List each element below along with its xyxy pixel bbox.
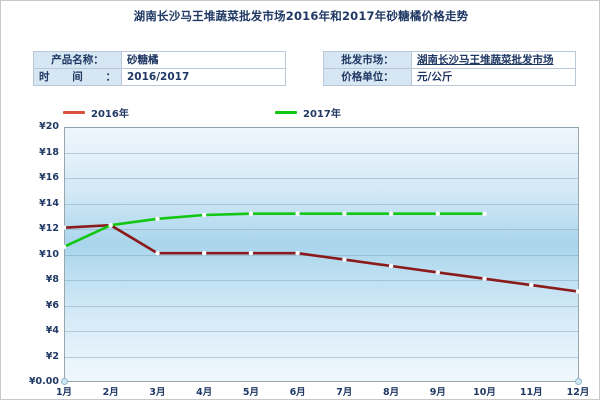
product-name-label: 产品名称： — [33, 51, 122, 69]
gridline — [64, 178, 579, 179]
gridline — [64, 357, 579, 358]
data-point-marker[interactable] — [61, 225, 67, 230]
x-axis-tick-label: 3月 — [149, 387, 166, 398]
x-axis: 1月 2月 3月 4月 5月 6月 7月 8月 9月 10月 11月 12月 — [56, 384, 589, 398]
plot-background — [64, 127, 579, 382]
time-range-label-text: 时间： — [39, 70, 116, 83]
price-unit-label: 价格单位： — [323, 68, 412, 86]
x-axis-tick-label: 2月 — [102, 387, 119, 398]
data-point-marker[interactable] — [482, 211, 487, 216]
y-axis-tick-label: ¥6 — [45, 299, 59, 311]
table-row: 时间： 2016/2017 — [33, 68, 286, 86]
x-axis-tick-label: 7月 — [336, 387, 353, 398]
data-point-marker[interactable] — [248, 251, 254, 256]
data-point-marker[interactable] — [388, 263, 394, 269]
x-axis-tick-label: 5月 — [242, 387, 259, 398]
data-point-marker[interactable] — [342, 211, 347, 216]
gridline — [64, 204, 579, 205]
legend-label-2017: 2017年 — [303, 109, 341, 120]
data-point-marker[interactable] — [295, 211, 300, 216]
series-line-2016年 — [62, 223, 580, 293]
chart-legend: 2016年 2017年 — [49, 105, 379, 121]
table-row: 批发市场： 湖南长沙马王堆蔬菜批发市场 — [323, 51, 576, 69]
y-axis-tick-label: ¥12 — [39, 223, 59, 234]
legend-item-2017[interactable]: 2017年 — [275, 105, 341, 120]
data-point-marker[interactable] — [155, 216, 160, 221]
axis-endcap-left-icon — [61, 378, 68, 385]
data-point-marker[interactable] — [61, 244, 67, 249]
data-point-marker[interactable] — [435, 270, 440, 275]
legend-swatch-2016-icon — [63, 111, 85, 114]
data-point-marker[interactable] — [342, 257, 347, 262]
y-axis-tick-label: ¥20 — [39, 121, 59, 132]
y-axis-tick-label: ¥10 — [39, 248, 59, 260]
time-range-value: 2016/2017 — [121, 68, 286, 86]
y-axis-tick-label: ¥18 — [39, 146, 59, 158]
data-point-marker[interactable] — [388, 211, 394, 216]
gridline — [64, 280, 579, 281]
data-point-marker[interactable] — [482, 276, 487, 281]
axis-endcap-right-icon — [575, 378, 582, 385]
time-range-label: 时间： — [33, 68, 122, 86]
y-axis: ¥0.00 ¥2 ¥4 ¥6 ¥8 ¥10 ¥12 ¥14 ¥16 ¥18 ¥20 — [1, 1, 59, 400]
page-title: 湖南长沙马王堆蔬菜批发市场2016年和2017年砂糖橘价格走势 — [133, 9, 469, 23]
table-row: 产品名称： 砂糖橘 — [33, 51, 286, 69]
gridline — [64, 229, 579, 230]
gridline — [64, 153, 579, 154]
wholesale-market-label: 批发市场： — [323, 51, 412, 69]
table-row: 价格单位： 元/公斤 — [323, 68, 576, 86]
plot-area — [61, 127, 582, 385]
series-layer — [61, 211, 581, 294]
wholesale-market-link[interactable]: 湖南长沙马王堆蔬菜批发市场 — [411, 51, 576, 69]
x-axis-tick-label: 8月 — [383, 387, 400, 398]
data-point-marker[interactable] — [295, 251, 300, 256]
x-axis-tick-label: 11月 — [519, 387, 543, 398]
gridline — [64, 306, 579, 307]
gridline — [64, 127, 579, 128]
x-axis-tick-label: 9月 — [429, 387, 446, 398]
series-line-2017年 — [62, 212, 486, 249]
data-point-marker[interactable] — [202, 251, 207, 256]
x-axis-tick-label: 12月 — [566, 387, 590, 398]
legend-item-2016[interactable]: 2016年 — [63, 105, 129, 120]
data-point-marker[interactable] — [202, 212, 207, 218]
data-point-marker[interactable] — [248, 211, 254, 216]
product-name-value: 砂糖橘 — [121, 51, 286, 69]
legend-swatch-2017-icon — [275, 111, 297, 114]
y-axis-tick-label: ¥8 — [45, 274, 59, 285]
y-axis-tick-label: ¥2 — [45, 350, 59, 362]
x-axis-tick-label: 6月 — [289, 387, 306, 398]
x-axis-tick-label: 4月 — [196, 387, 213, 398]
data-point-marker[interactable] — [108, 223, 113, 228]
data-point-marker[interactable] — [575, 289, 581, 294]
market-info-table: 批发市场： 湖南长沙马王堆蔬菜批发市场 价格单位： 元/公斤 — [323, 51, 576, 86]
product-info-table: 产品名称： 砂糖橘 时间： 2016/2017 — [33, 51, 286, 86]
x-axis-tick-label: 10月 — [473, 387, 496, 398]
y-axis-tick-label: ¥4 — [45, 325, 59, 336]
data-point-marker[interactable] — [529, 282, 534, 288]
y-axis-tick-label: ¥14 — [39, 197, 59, 209]
data-point-marker[interactable] — [435, 211, 440, 216]
gridline — [64, 331, 579, 332]
x-axis-tick-label: 1月 — [55, 387, 73, 398]
price-unit-value: 元/公斤 — [411, 68, 576, 86]
y-axis-tick-label: ¥0.00 — [28, 376, 59, 387]
data-point-marker[interactable] — [155, 251, 160, 256]
y-axis-tick-label: ¥16 — [39, 172, 59, 183]
legend-label-2016: 2016年 — [91, 109, 129, 120]
